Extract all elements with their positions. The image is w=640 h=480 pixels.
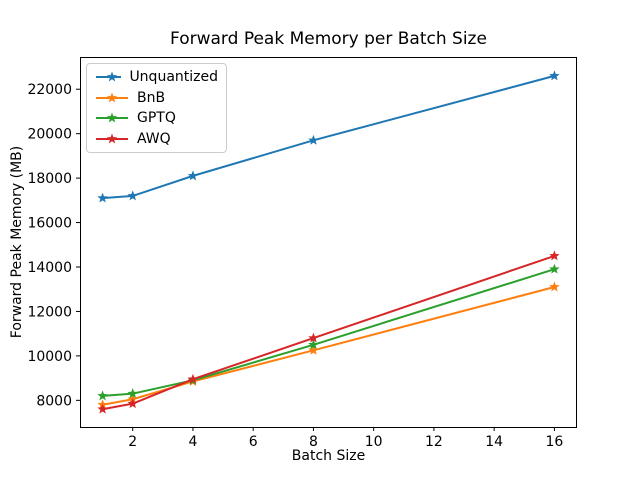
y-axis-label: Forward Peak Memory (MB) [9, 145, 25, 339]
x-tick-label: 14 [485, 434, 503, 450]
legend-item-unquantized: Unquantized [95, 67, 218, 88]
star-marker [97, 403, 108, 414]
y-tick-label: 16000 [27, 216, 72, 232]
line-star-sample-icon [96, 133, 128, 144]
legend-item-label: AWQ [137, 130, 171, 147]
star-marker [187, 170, 199, 181]
star-marker [127, 388, 138, 399]
line-star-sample-icon [96, 92, 128, 103]
y-tick-label: 12000 [27, 304, 72, 320]
y-tick-label: 18000 [27, 171, 72, 187]
legend-item-label: Unquantized [129, 69, 218, 86]
star-marker [308, 344, 319, 355]
star-marker [127, 398, 138, 409]
y-tick-label: 20000 [27, 127, 72, 143]
star-marker [308, 332, 319, 343]
x-tick-label: 8 [309, 434, 318, 450]
legend-item-label: BnB [137, 89, 166, 106]
x-tick-label: 10 [365, 434, 383, 450]
series-awq [97, 250, 560, 414]
y-tick-label: 10000 [27, 349, 72, 365]
star-marker [308, 339, 319, 350]
x-axis-ticks: 2 4 6 8 10 12 14 16 [128, 427, 563, 450]
star-marker [97, 390, 108, 401]
star-marker [97, 192, 108, 203]
legend-item-awq: AWQ [95, 129, 218, 150]
star-marker [549, 70, 560, 81]
x-tick-label: 16 [545, 434, 563, 450]
legend-item-label: GPTQ [137, 110, 176, 127]
legend-sample-star [106, 133, 118, 144]
star-marker [549, 281, 560, 292]
star-marker [308, 134, 319, 145]
series-unquantized [97, 70, 560, 203]
y-tick-label: 8000 [36, 393, 72, 409]
y-axis-ticks: 8000 10000 12000 14000 16000 18000 20000 22000 [27, 82, 80, 409]
legend-sample-star [106, 92, 118, 103]
star-marker [549, 250, 560, 261]
star-marker [127, 190, 138, 201]
x-tick-label: 12 [425, 434, 443, 450]
line-star-sample-icon [96, 112, 128, 123]
line-star-sample-icon [96, 71, 122, 82]
chart-title: Forward Peak Memory per Batch Size [170, 29, 487, 49]
series-line [102, 286, 555, 406]
x-tick-label: 2 [128, 434, 137, 450]
star-marker [549, 263, 560, 274]
legend-item-bnb: BnB [95, 88, 218, 109]
star-marker [187, 373, 199, 384]
legend: Unquantized BnB GPTQ AWQ [86, 63, 227, 153]
legend-sample-star [106, 71, 118, 82]
legend-sample-star [106, 112, 118, 123]
x-tick-label: 4 [188, 434, 197, 450]
y-tick-label: 22000 [27, 82, 72, 98]
x-tick-label: 6 [249, 434, 258, 450]
legend-item-gptq: GPTQ [95, 108, 218, 129]
x-axis-label: Batch Size [291, 448, 366, 464]
y-tick-label: 14000 [27, 260, 72, 276]
axes-spines [80, 57, 577, 428]
